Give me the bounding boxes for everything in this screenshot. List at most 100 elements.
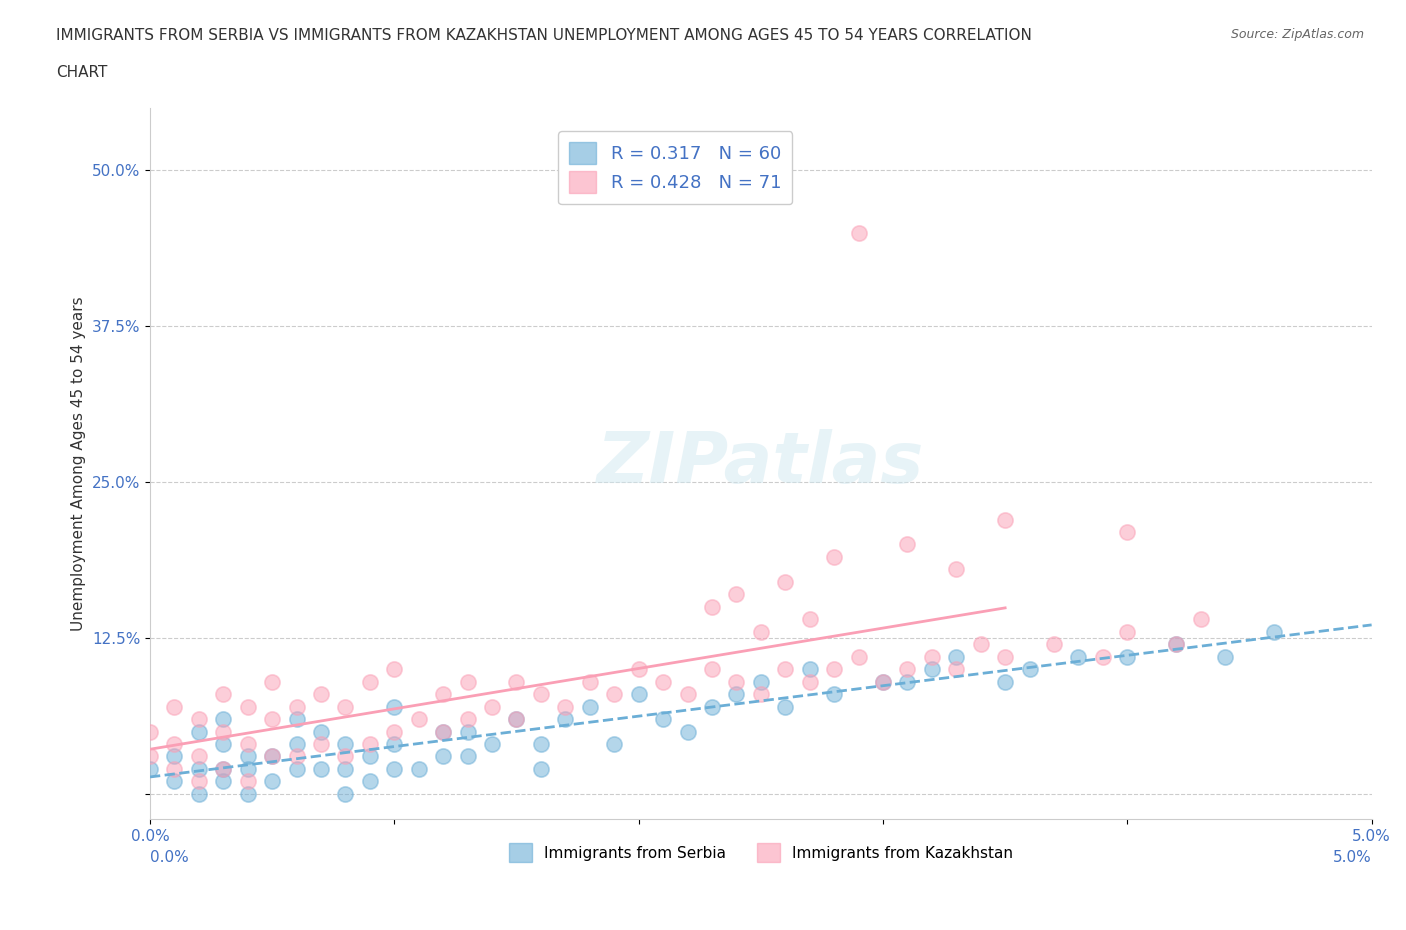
Point: [382, 699, 405, 714]
Point: [236, 787, 259, 802]
Point: [848, 649, 870, 664]
Point: [481, 699, 503, 714]
Point: [530, 686, 553, 701]
Point: [823, 662, 845, 677]
Point: [1067, 649, 1090, 664]
Point: [335, 787, 357, 802]
Point: [457, 674, 479, 689]
Point: [432, 724, 454, 739]
Point: [309, 762, 332, 777]
Text: Source: ZipAtlas.com: Source: ZipAtlas.com: [1230, 28, 1364, 41]
Point: [896, 662, 918, 677]
Point: [335, 699, 357, 714]
Point: [578, 674, 600, 689]
Point: [236, 737, 259, 751]
Point: [799, 662, 821, 677]
Point: [1116, 649, 1139, 664]
Point: [603, 737, 626, 751]
Point: [359, 737, 381, 751]
Point: [652, 711, 675, 726]
Point: [921, 649, 943, 664]
Point: [187, 711, 209, 726]
Point: [408, 762, 430, 777]
Point: [457, 749, 479, 764]
Point: [262, 674, 284, 689]
Point: [994, 512, 1017, 527]
Point: [262, 711, 284, 726]
Point: [945, 662, 967, 677]
Point: [700, 600, 723, 615]
Point: [749, 674, 772, 689]
Point: [382, 737, 405, 751]
Point: [700, 699, 723, 714]
Point: [505, 711, 527, 726]
Point: [749, 686, 772, 701]
Point: [359, 674, 381, 689]
Point: [236, 774, 259, 789]
Point: [775, 575, 797, 590]
Point: [1166, 637, 1188, 652]
Point: [212, 774, 235, 789]
Point: [432, 724, 454, 739]
Point: [1166, 637, 1188, 652]
Point: [382, 724, 405, 739]
Point: [335, 762, 357, 777]
Point: [1018, 662, 1040, 677]
Point: [212, 737, 235, 751]
Point: [1116, 624, 1139, 639]
Point: [578, 699, 600, 714]
Point: [139, 749, 162, 764]
Point: [163, 737, 186, 751]
Point: [309, 737, 332, 751]
Point: [457, 724, 479, 739]
Point: [212, 762, 235, 777]
Point: [823, 550, 845, 565]
Point: [262, 749, 284, 764]
Point: [309, 724, 332, 739]
Y-axis label: Unemployment Among Ages 45 to 54 years: Unemployment Among Ages 45 to 54 years: [72, 296, 86, 631]
Point: [700, 662, 723, 677]
Point: [1116, 525, 1139, 539]
Point: [627, 662, 650, 677]
Point: [921, 662, 943, 677]
Point: [530, 737, 553, 751]
Point: [823, 686, 845, 701]
Point: [236, 699, 259, 714]
Point: [652, 674, 675, 689]
Point: [481, 737, 503, 751]
Text: ZIPatlas: ZIPatlas: [598, 429, 925, 498]
Point: [285, 699, 308, 714]
Point: [139, 724, 162, 739]
Point: [408, 711, 430, 726]
Point: [627, 686, 650, 701]
Point: [212, 724, 235, 739]
Point: [896, 674, 918, 689]
Legend: Immigrants from Serbia, Immigrants from Kazakhstan: Immigrants from Serbia, Immigrants from …: [503, 837, 1019, 868]
Point: [432, 749, 454, 764]
Point: [382, 662, 405, 677]
Point: [382, 762, 405, 777]
Point: [676, 724, 699, 739]
Point: [505, 711, 527, 726]
Point: [285, 737, 308, 751]
Point: [212, 711, 235, 726]
Point: [236, 762, 259, 777]
Point: [359, 749, 381, 764]
Point: [676, 686, 699, 701]
Point: [1263, 624, 1285, 639]
Point: [775, 699, 797, 714]
Text: CHART: CHART: [56, 65, 108, 80]
Point: [163, 762, 186, 777]
Point: [554, 711, 576, 726]
Point: [335, 749, 357, 764]
Point: [212, 686, 235, 701]
Point: [309, 686, 332, 701]
Point: [775, 662, 797, 677]
Point: [530, 762, 553, 777]
Point: [457, 711, 479, 726]
Point: [359, 774, 381, 789]
Point: [335, 737, 357, 751]
Point: [187, 724, 209, 739]
Point: [285, 749, 308, 764]
Point: [163, 774, 186, 789]
